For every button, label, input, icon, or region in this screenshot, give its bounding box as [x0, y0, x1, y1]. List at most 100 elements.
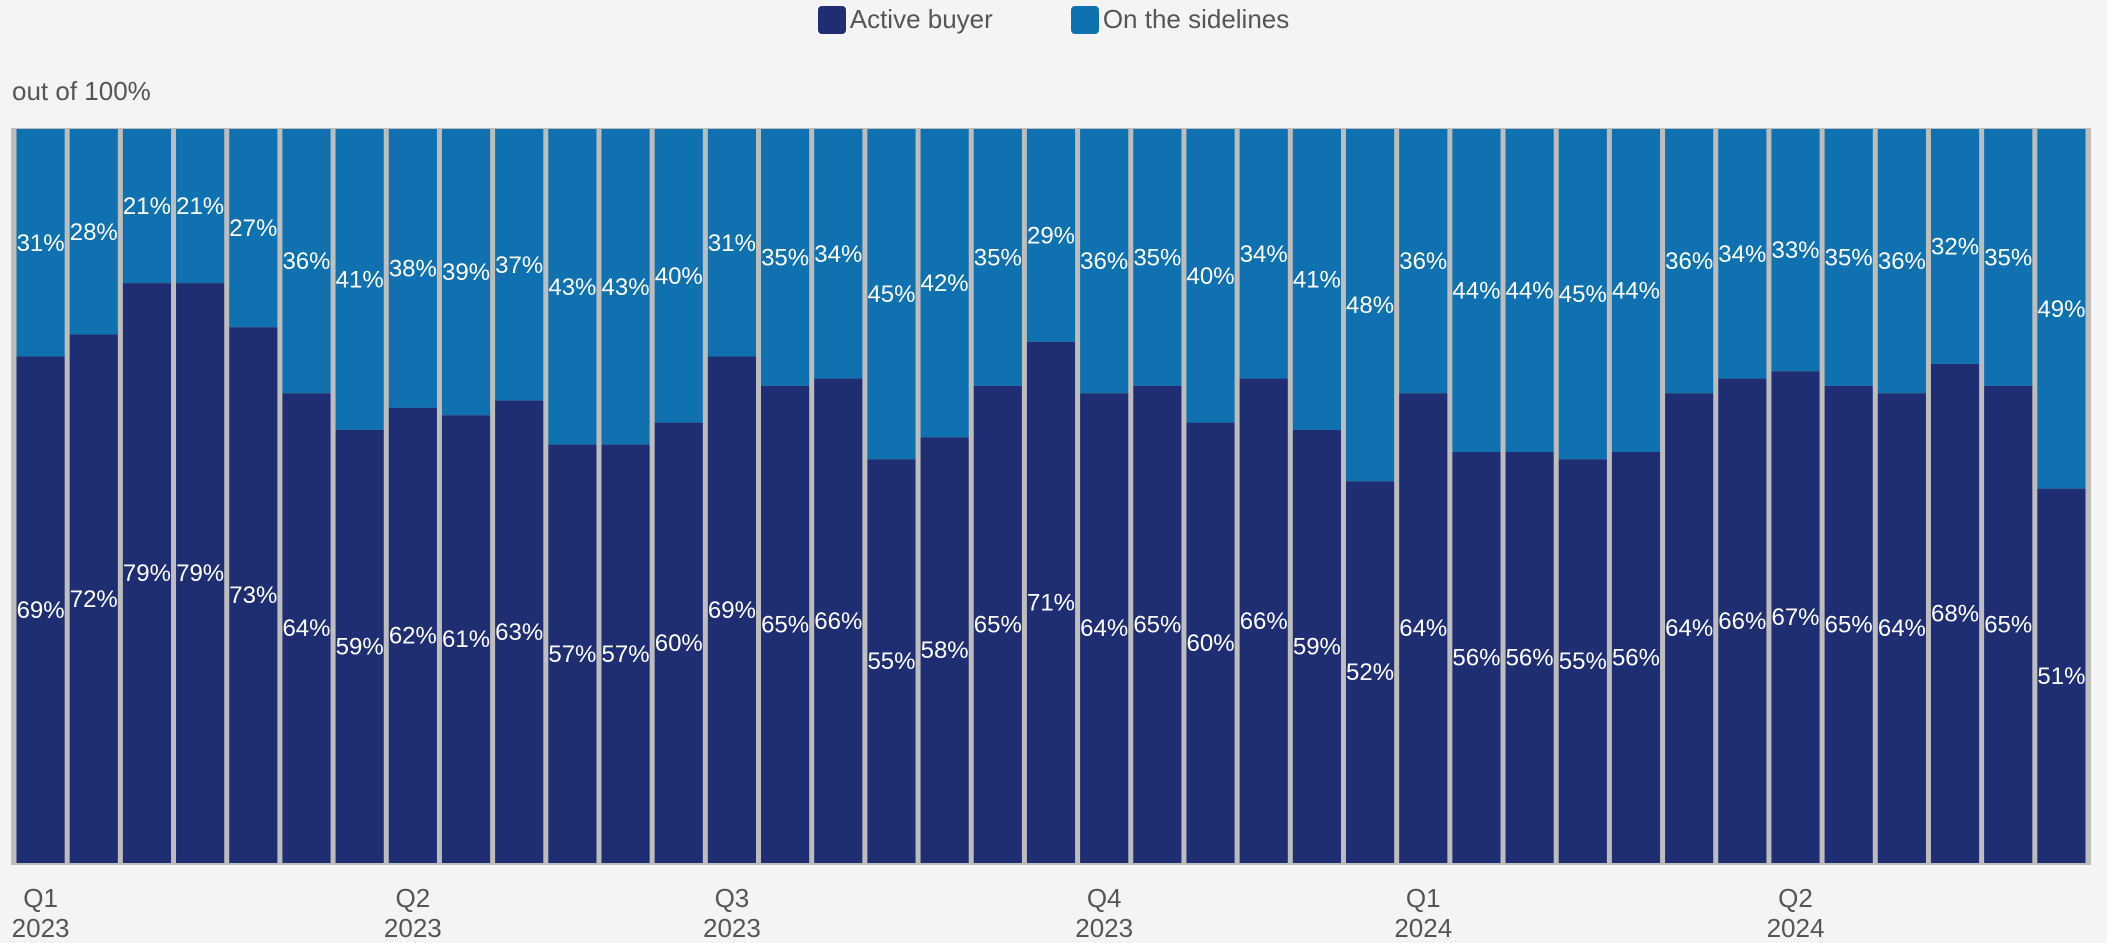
bar-segment-active-buyer[interactable] [335, 429, 384, 863]
bar-segment-active-buyer[interactable] [1665, 393, 1714, 863]
bar-segment-active-buyer[interactable] [920, 437, 969, 863]
bar-segment-sidelines[interactable] [761, 129, 810, 386]
bar-segment-sidelines[interactable] [973, 129, 1022, 386]
bar-segment-sidelines[interactable] [1452, 129, 1501, 452]
bar-segment-active-buyer[interactable] [1930, 363, 1980, 863]
bar-segment-active-buyer[interactable] [1292, 429, 1341, 863]
bar-segment-active-buyer[interactable] [548, 444, 597, 863]
bar-segment-active-buyer[interactable] [654, 422, 703, 863]
bar-segment-active-buyer[interactable] [495, 400, 544, 863]
bar-segment-active-buyer[interactable] [1877, 393, 1926, 863]
data-label-sidelines: 40% [655, 263, 703, 290]
bar-segment-sidelines[interactable] [1718, 129, 1767, 379]
data-label-active-buyer: 56% [1612, 644, 1660, 671]
bar-segment-sidelines[interactable] [1505, 129, 1554, 452]
bar-segment-sidelines[interactable] [176, 129, 225, 284]
bar-segment-sidelines[interactable] [441, 129, 491, 416]
bar-segment-active-buyer[interactable] [707, 356, 757, 863]
bar-segment-sidelines[interactable] [814, 129, 863, 379]
bar-segment-sidelines[interactable] [1558, 129, 1607, 460]
bar-segment-active-buyer[interactable] [1080, 393, 1129, 863]
bar-segment-sidelines[interactable] [654, 129, 703, 423]
data-label-active-buyer: 65% [1133, 611, 1181, 638]
bar-segment-sidelines[interactable] [1824, 129, 1873, 386]
legend-item-active-buyer[interactable]: Active buyer [817, 4, 993, 35]
bar-segment-sidelines[interactable] [867, 129, 916, 460]
bar-segment-sidelines[interactable] [1611, 129, 1661, 452]
bar-segment-sidelines[interactable] [282, 129, 331, 394]
bar-segment-active-buyer[interactable] [1345, 481, 1395, 863]
data-label-sidelines: 28% [70, 219, 118, 246]
bar-segment-sidelines[interactable] [1984, 129, 2033, 386]
bar-segment-sidelines[interactable] [1186, 129, 1235, 423]
bar-segment-active-buyer[interactable] [1771, 371, 1820, 863]
bar-segment-active-buyer[interactable] [1452, 451, 1501, 863]
bar-segment-active-buyer[interactable] [69, 334, 118, 863]
bar-segment-sidelines[interactable] [707, 129, 757, 357]
bar-segment-active-buyer[interactable] [1984, 385, 2033, 863]
bar-segment-active-buyer[interactable] [122, 283, 172, 863]
data-label-sidelines: 27% [229, 215, 277, 242]
data-label-sidelines: 39% [442, 259, 490, 286]
bar-segment-active-buyer[interactable] [601, 444, 650, 863]
bar-segment-sidelines[interactable] [1399, 129, 1448, 394]
bar-segment-active-buyer[interactable] [1239, 378, 1288, 863]
legend-swatch-on-the-sidelines [1070, 5, 1099, 34]
data-label-active-buyer: 65% [1984, 611, 2032, 638]
data-label-active-buyer: 55% [867, 648, 915, 675]
bar-segment-sidelines[interactable] [1877, 129, 1926, 394]
bar-segment-sidelines[interactable] [2037, 129, 2086, 489]
bar-segment-sidelines[interactable] [1292, 129, 1341, 430]
legend: Active buyer On the sidelines [0, 4, 2107, 35]
bar-segment-sidelines[interactable] [1026, 129, 1076, 342]
bar-segment-active-buyer[interactable] [2037, 488, 2086, 863]
bar-segment-active-buyer[interactable] [1824, 385, 1873, 863]
bar-segment-active-buyer[interactable] [1611, 451, 1661, 863]
bar-segment-active-buyer[interactable] [973, 385, 1022, 863]
bar-segment-sidelines[interactable] [335, 129, 384, 430]
bar-segment-sidelines[interactable] [1930, 129, 1980, 364]
x-tick-quarter: Q2 [396, 883, 431, 913]
data-label-active-buyer: 66% [1718, 608, 1766, 635]
y-unit-label: out of 100% [12, 76, 151, 106]
legend-item-on-the-sidelines[interactable]: On the sidelines [1070, 4, 1289, 35]
bar-segment-active-buyer[interactable] [16, 356, 65, 863]
bar-segment-active-buyer[interactable] [282, 393, 331, 863]
bar-segment-sidelines[interactable] [1080, 129, 1129, 394]
bar-segment-active-buyer[interactable] [1399, 393, 1448, 863]
bar-segment-active-buyer[interactable] [1558, 459, 1607, 863]
bar-segment-active-buyer[interactable] [176, 283, 225, 863]
bar-segment-sidelines[interactable] [1771, 129, 1820, 372]
data-label-sidelines: 43% [602, 274, 650, 301]
data-label-sidelines: 36% [1878, 248, 1926, 275]
bar-segment-sidelines[interactable] [495, 129, 544, 401]
bar-segment-active-buyer[interactable] [441, 415, 491, 863]
bar-segment-active-buyer[interactable] [867, 459, 916, 863]
bar-segment-sidelines[interactable] [1239, 129, 1288, 379]
bar-segment-sidelines[interactable] [69, 129, 118, 335]
bar-segment-sidelines[interactable] [601, 129, 650, 445]
bar-segment-sidelines[interactable] [16, 129, 65, 357]
bar-segment-active-buyer[interactable] [814, 378, 863, 863]
bar-segment-sidelines[interactable] [1133, 129, 1182, 386]
bar-segment-active-buyer[interactable] [761, 385, 810, 863]
data-label-sidelines: 38% [389, 255, 437, 282]
bar-segment-sidelines[interactable] [1345, 129, 1395, 482]
bar-segment-active-buyer[interactable] [229, 327, 278, 863]
bar-segment-sidelines[interactable] [548, 129, 597, 445]
bar-segment-active-buyer[interactable] [1718, 378, 1767, 863]
bar-segment-sidelines[interactable] [1665, 129, 1714, 394]
bar-segment-sidelines[interactable] [229, 129, 278, 328]
legend-label-active-buyer: Active buyer [849, 4, 993, 34]
bar-segment-active-buyer[interactable] [1186, 422, 1235, 863]
bar-segment-sidelines[interactable] [920, 129, 969, 438]
data-label-sidelines: 44% [1452, 277, 1500, 304]
bar-segment-sidelines[interactable] [388, 129, 437, 408]
bar-segment-sidelines[interactable] [122, 129, 172, 284]
bar-segment-active-buyer[interactable] [1133, 385, 1182, 863]
data-label-active-buyer: 68% [1931, 600, 1979, 627]
bar-segment-active-buyer[interactable] [1505, 451, 1554, 863]
bar-segment-active-buyer[interactable] [1026, 341, 1076, 863]
bar-segment-active-buyer[interactable] [388, 407, 437, 863]
